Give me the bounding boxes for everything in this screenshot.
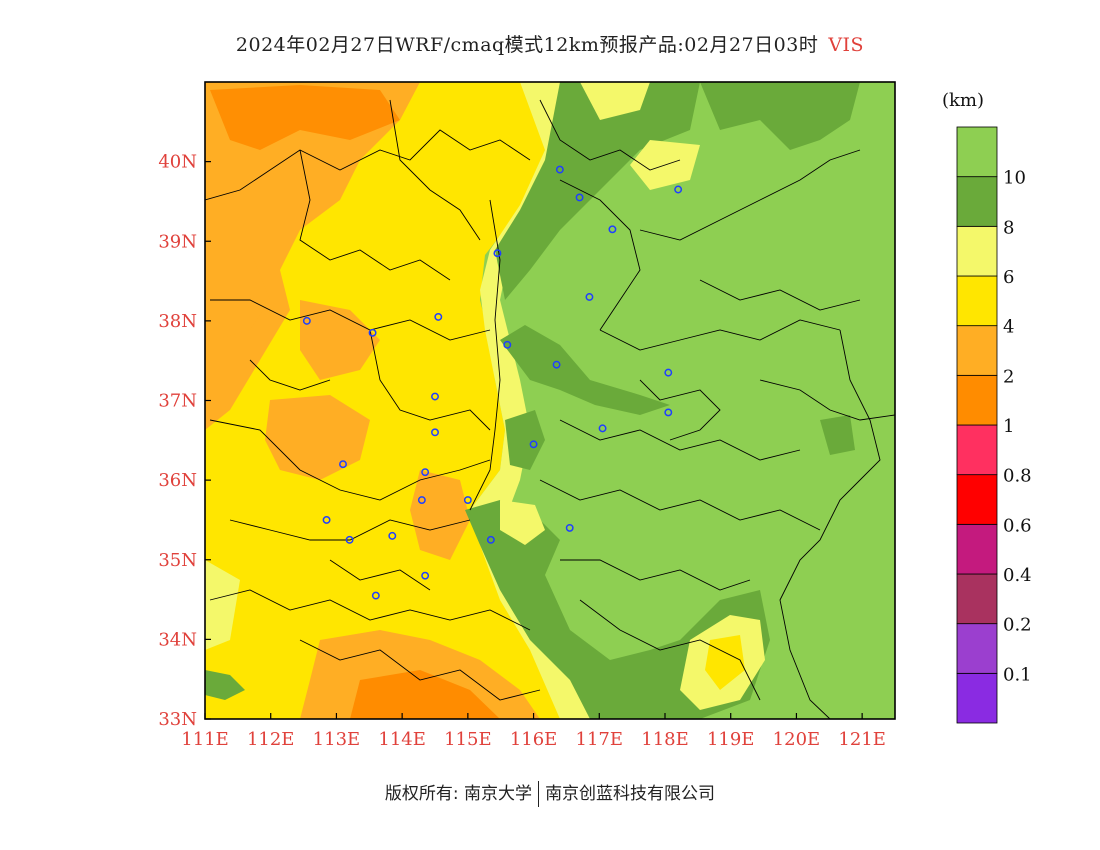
station-marker [463, 496, 472, 504]
footer-copyright: 版权所有: 南京大学 [384, 784, 533, 804]
station-marker [585, 293, 594, 301]
colorbar-bin [956, 672, 998, 724]
boundaries [205, 99, 895, 719]
colorbar-label: 0.6 [1003, 515, 1032, 536]
y-tick-label: 33N [158, 709, 197, 730]
x-tick-label: 117E [576, 729, 624, 750]
station-marker [434, 312, 443, 321]
footer-company: 南京创蓝科技有限公司 [545, 784, 716, 804]
station-marker [674, 185, 683, 194]
station-marker [421, 571, 430, 580]
variable-label: VIS [828, 34, 865, 56]
station-marker [608, 225, 617, 234]
station-marker [371, 591, 380, 600]
colorbar-label: 0.8 [1003, 466, 1032, 487]
station-markers [302, 165, 683, 600]
y-tick-label: 34N [158, 629, 197, 650]
colorbar-label: 6 [1003, 267, 1014, 288]
station-marker [431, 428, 439, 437]
colorbar: 0.1 0.2 0.4 0.6 0.8 1 2 4 6 8 10 [956, 126, 1032, 724]
footer-divider [538, 781, 540, 807]
x-tick-label: 113E [313, 729, 361, 750]
station-marker [503, 340, 512, 349]
colorbar-label: 8 [1003, 217, 1014, 238]
colorbar-unit: (km) [942, 90, 985, 111]
visibility-field [205, 82, 895, 719]
axes: 111E 112E 113E 114E 115E 116E 117E 118E 119E 120E… [158, 152, 886, 750]
y-tick-label: 39N [158, 231, 197, 252]
x-tick-label: 115E [444, 729, 492, 750]
station-marker [552, 360, 561, 369]
map-title: 2024年02月27日WRF/cmaq模式12km预报产品:02月27日03时 V… [0, 30, 1100, 57]
colorbar-bin [956, 523, 998, 575]
station-marker [368, 328, 377, 337]
colorbar-label: 0.4 [1003, 565, 1032, 586]
station-marker [421, 468, 430, 477]
x-tick-label: 118E [641, 729, 689, 750]
colorbar-label: 0.1 [1003, 664, 1032, 685]
station-marker [486, 535, 495, 544]
colorbar-bin [956, 474, 998, 525]
colorbar-label: 4 [1003, 317, 1014, 338]
title-text: 2024年02月27日WRF/cmaq模式12km预报产品:02月27日03时 [235, 34, 819, 56]
y-tick-label: 37N [158, 391, 197, 412]
station-marker [598, 424, 607, 433]
colorbar-bin [956, 225, 998, 277]
colorbar-bin [956, 176, 998, 227]
x-tick-label: 120E [773, 729, 821, 750]
station-marker [664, 408, 673, 417]
x-tick-label: 111E [181, 729, 229, 750]
x-tick-label: 116E [510, 729, 558, 750]
station-marker [529, 440, 538, 449]
station-marker [322, 515, 331, 524]
station-marker [565, 523, 574, 532]
station-marker [417, 496, 426, 504]
colorbar-label: 10 [1003, 168, 1026, 189]
colorbar-bin [956, 374, 998, 426]
colorbar-bin [956, 623, 998, 674]
y-tick-label: 40N [158, 152, 197, 173]
colorbar-bin [956, 325, 998, 376]
colorbar-label: 0.2 [1003, 615, 1032, 636]
station-marker [575, 193, 584, 202]
colorbar-bin [956, 275, 998, 327]
station-marker [339, 460, 347, 469]
colorbar-bin [956, 424, 998, 476]
colorbar-label: 2 [1003, 366, 1014, 387]
station-marker [664, 368, 673, 377]
colorbar-label: 1 [1003, 416, 1014, 437]
y-tick-label: 36N [158, 470, 197, 491]
colorbar-bin [956, 573, 998, 625]
y-tick-label: 38N [158, 311, 197, 332]
y-tick-label: 35N [158, 550, 197, 571]
x-tick-label: 121E [838, 729, 886, 750]
station-marker [302, 316, 311, 325]
x-tick-label: 119E [707, 729, 755, 750]
x-tick-label: 114E [378, 729, 426, 750]
station-marker [388, 531, 397, 540]
station-marker [431, 392, 439, 401]
footer: 版权所有: 南京大学 南京创蓝科技有限公司 [0, 779, 1100, 807]
station-marker [345, 535, 354, 544]
x-tick-label: 112E [247, 729, 295, 750]
station-marker [493, 249, 502, 258]
colorbar-bin [956, 126, 998, 178]
station-marker [555, 165, 564, 174]
